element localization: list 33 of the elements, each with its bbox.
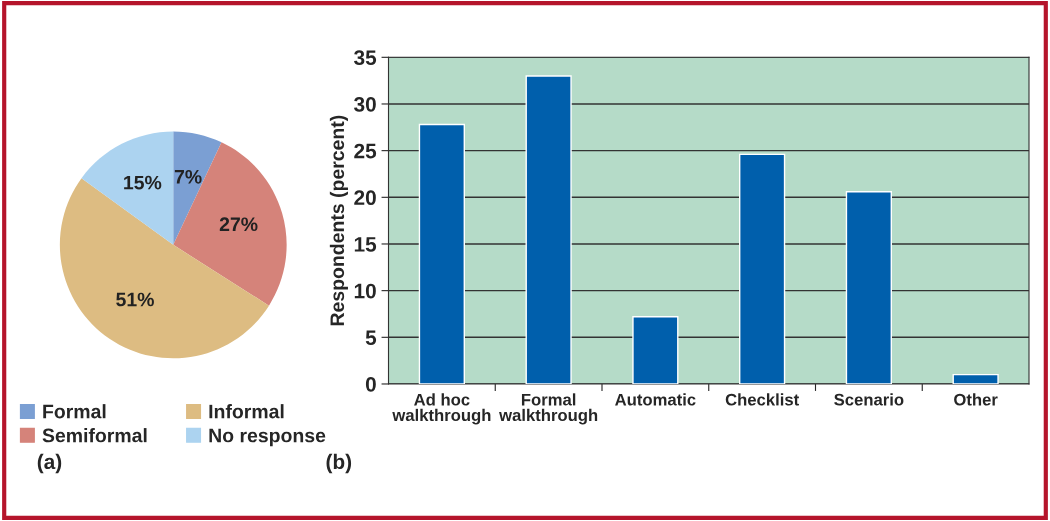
bar (739, 153, 786, 384)
text: (a) (37, 453, 62, 474)
x-tick-label: Scenario (834, 393, 904, 406)
y-tick-label: 5 (365, 330, 377, 346)
legend-label: No response (209, 428, 326, 447)
bar (845, 191, 892, 384)
data-label: 51% (116, 292, 154, 307)
y-tick-label: 10 (354, 283, 376, 299)
y-tick-label: 15 (354, 237, 377, 252)
y-tick-label: 20 (354, 190, 376, 206)
x-tick-label: Other (954, 393, 998, 406)
data-label: 7% (174, 169, 202, 184)
data-label: 27% (219, 217, 258, 232)
bar (418, 123, 465, 384)
x-tick-label: Ad hoc walkthrough (392, 393, 491, 425)
x-tick-label: Formal walkthrough (499, 393, 598, 425)
pie-slice (81, 131, 174, 245)
y-tick-label: 0 (365, 376, 376, 392)
bar (525, 75, 572, 384)
legend-label: Formal (43, 404, 106, 419)
data-label: 15% (124, 175, 162, 190)
y-tick-label: 30 (354, 96, 376, 112)
pie-slice (173, 142, 287, 306)
bar (952, 373, 999, 384)
x-tick-label: Checklist (725, 393, 799, 406)
text: (b) (326, 453, 352, 474)
bar (632, 316, 679, 384)
y-tick-label: 35 (354, 50, 377, 66)
y-tick-label: 25 (354, 143, 377, 159)
y-axis-title: Respondents (percent) (329, 115, 348, 326)
legend-label: Semiformal (42, 428, 147, 443)
legend-label: Informal (209, 404, 284, 419)
x-tick-label: Automatic (615, 393, 696, 406)
